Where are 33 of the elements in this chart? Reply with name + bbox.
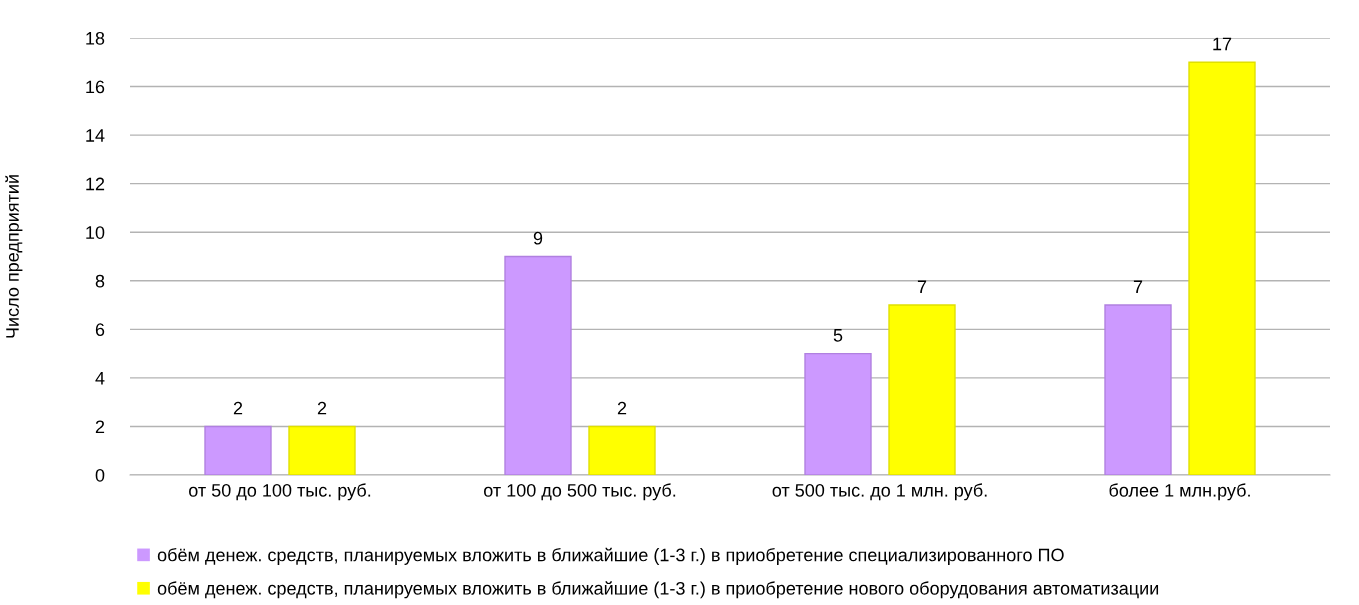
data-label: 5 <box>833 329 843 342</box>
y-tick-label: 6 <box>95 323 105 337</box>
data-label: 2 <box>317 401 327 415</box>
x-tick-label: от 100 до 500 тыс. руб. <box>484 483 676 501</box>
y-tick-label: 12 <box>86 177 105 191</box>
bar <box>588 425 656 475</box>
y-tick-label: 2 <box>95 420 105 433</box>
bar <box>804 352 872 475</box>
data-label: 17 <box>1213 37 1232 51</box>
data-label: 7 <box>1133 280 1143 293</box>
y-tick-label: 18 <box>86 31 105 45</box>
legend-label: обём денеж. средств, планируемых вложить в ближайшие (1-3 г.) в приобретение специализированного ПО <box>157 547 1064 565</box>
bar <box>504 255 572 475</box>
bar <box>1188 61 1256 475</box>
data-label: 2 <box>617 401 627 415</box>
y-tick-label: 10 <box>86 226 105 239</box>
y-axis-title: Число предприятий <box>5 175 23 338</box>
y-tick-label: 4 <box>95 372 105 385</box>
bar <box>1104 304 1172 475</box>
data-label: 7 <box>917 280 927 293</box>
x-tick-label: от 500 тыс. до 1 млн. руб. <box>772 483 987 501</box>
y-tick-label: 14 <box>86 129 105 142</box>
data-label: 2 <box>233 401 243 415</box>
legend-label: обём денеж. средств, планируемых вложить в ближайшие (1-3 г.) в приобретение нового оборудования автоматизации <box>157 581 1159 599</box>
x-tick-label: от 50 до 100 тыс. руб. <box>189 483 371 501</box>
y-tick-label: 0 <box>95 468 105 482</box>
bar <box>204 425 272 475</box>
bar <box>288 425 356 475</box>
y-tick-label: 16 <box>86 80 105 94</box>
y-tick-label: 8 <box>95 274 105 288</box>
data-label: 9 <box>533 231 543 245</box>
bar <box>888 304 956 475</box>
x-tick-label: более 1 млн.руб. <box>1109 483 1250 501</box>
